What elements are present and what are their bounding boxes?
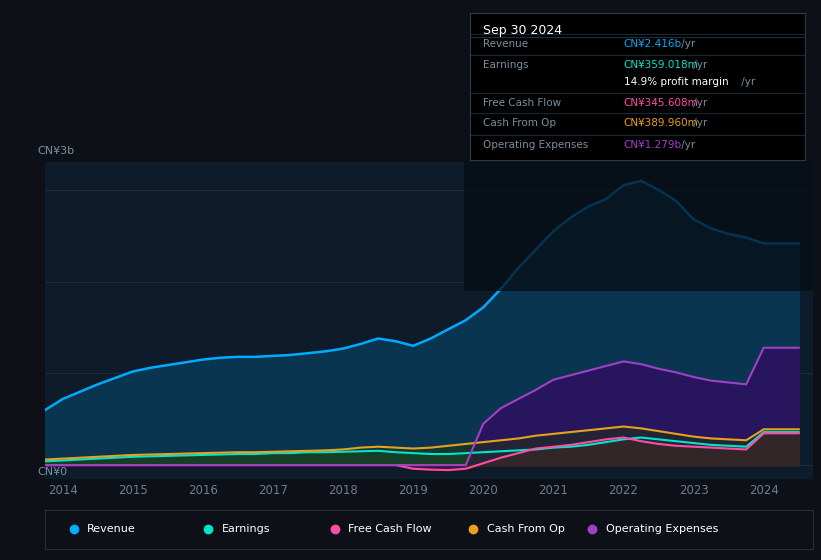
Text: CN¥1.279b: CN¥1.279b [624, 141, 681, 151]
Text: /yr: /yr [690, 60, 707, 70]
Text: Cash From Op: Cash From Op [483, 119, 556, 128]
Text: CN¥359.018m: CN¥359.018m [624, 60, 699, 70]
Text: Free Cash Flow: Free Cash Flow [348, 524, 432, 534]
Text: Revenue: Revenue [483, 39, 528, 49]
Text: Operating Expenses: Operating Expenses [483, 141, 589, 151]
Text: /yr: /yr [678, 141, 695, 151]
Text: /yr: /yr [678, 39, 695, 49]
Text: CN¥345.608m: CN¥345.608m [624, 98, 699, 108]
Text: Operating Expenses: Operating Expenses [606, 524, 718, 534]
Text: Cash From Op: Cash From Op [487, 524, 564, 534]
Text: CN¥2.416b: CN¥2.416b [624, 39, 681, 49]
Text: /yr: /yr [738, 77, 755, 87]
Text: CN¥389.960m: CN¥389.960m [624, 119, 699, 128]
Text: /yr: /yr [690, 98, 707, 108]
Text: Sep 30 2024: Sep 30 2024 [483, 24, 562, 37]
Text: Free Cash Flow: Free Cash Flow [483, 98, 561, 108]
Text: /yr: /yr [690, 119, 707, 128]
Text: Earnings: Earnings [222, 524, 270, 534]
Text: 14.9% profit margin: 14.9% profit margin [624, 77, 728, 87]
Text: CN¥0: CN¥0 [38, 467, 67, 477]
Text: Revenue: Revenue [87, 524, 136, 534]
Text: Earnings: Earnings [483, 60, 529, 70]
Text: CN¥3b: CN¥3b [38, 146, 75, 156]
